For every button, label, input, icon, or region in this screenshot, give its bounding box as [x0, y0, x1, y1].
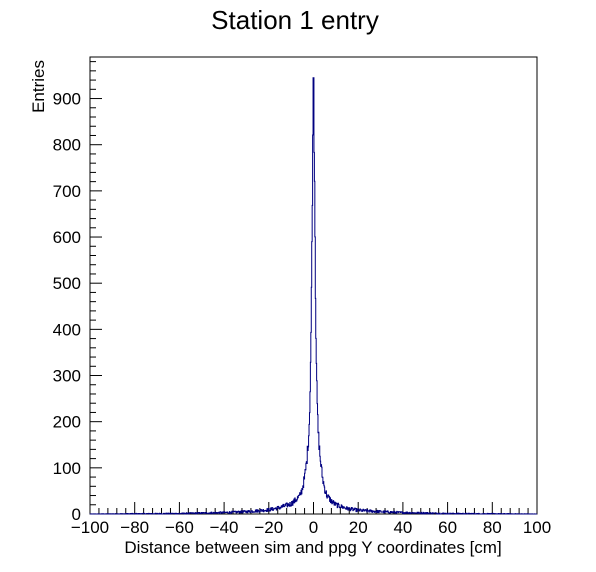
- chart-title: Station 1 entry: [211, 5, 379, 35]
- x-tick-label: −80: [120, 518, 149, 537]
- x-tick-label: 80: [483, 518, 502, 537]
- x-tick-label: −60: [165, 518, 194, 537]
- x-tick-label: −40: [210, 518, 239, 537]
- x-axis-label: Distance between sim and ppg Y coordinat…: [124, 538, 501, 557]
- x-tick-label: 40: [393, 518, 412, 537]
- y-tick-label: 500: [53, 274, 81, 293]
- y-tick-label: 800: [53, 136, 81, 155]
- x-tick-label: 0: [309, 518, 318, 537]
- y-tick-label: 900: [53, 90, 81, 109]
- y-axis-label: Entries: [29, 60, 48, 113]
- x-axis: −100 −80 −60 −40 −20 0 20 40 60 80 100: [71, 502, 551, 537]
- y-tick-label: 100: [53, 459, 81, 478]
- x-tick-label: 100: [523, 518, 551, 537]
- y-tick-label: 600: [53, 228, 81, 247]
- y-tick-label: 400: [53, 320, 81, 339]
- x-tick-label: 20: [349, 518, 368, 537]
- y-tick-label: 700: [53, 182, 81, 201]
- y-tick-label: 200: [53, 413, 81, 432]
- histogram-line: [90, 78, 537, 514]
- x-tick-label: −20: [254, 518, 283, 537]
- y-tick-label: 300: [53, 367, 81, 386]
- x-tick-label: −100: [71, 518, 109, 537]
- x-tick-label: 60: [438, 518, 457, 537]
